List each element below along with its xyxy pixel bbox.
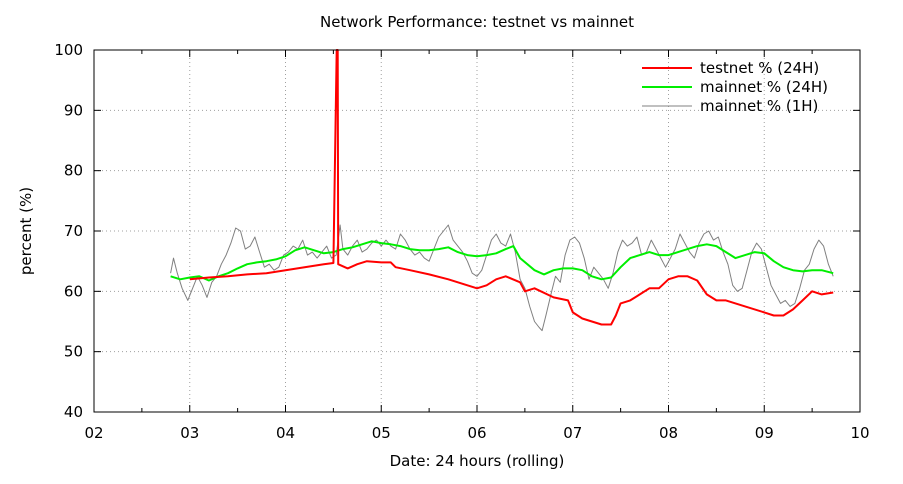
x-axis-label: Date: 24 hours (rolling) [390,452,565,470]
y-tick-label: 80 [64,162,83,180]
y-tick-label: 50 [64,343,83,361]
y-tick-label: 40 [64,403,83,421]
y-tick-label: 90 [64,101,83,119]
legend: testnet % (24H)mainnet % (24H)mainnet % … [642,59,828,115]
legend-label: mainnet % (24H) [700,78,828,96]
plot-frame [93,49,861,413]
series-line-1 [170,240,834,282]
y-tick-label: 70 [64,222,83,240]
series-line-2 [170,224,834,332]
x-tick-label: 09 [755,424,774,442]
y-axis-label: percent (%) [17,187,35,275]
x-tick-label: 10 [850,424,869,442]
x-tick-label: 02 [84,424,103,442]
y-tick-label: 60 [64,282,83,300]
legend-label: mainnet % (1H) [700,97,818,115]
chart-title: Network Performance: testnet vs mainnet [320,13,634,31]
x-tick-label: 03 [180,424,199,442]
y-tick-label: 100 [54,41,83,59]
x-tick-label: 06 [467,424,486,442]
axis-ticks: 40 50 60 70 80 90 100 02 03 04 05 06 07 08 09 10 [54,41,869,442]
x-tick-label: 05 [372,424,391,442]
x-tick-label: 07 [563,424,582,442]
legend-label: testnet % (24H) [700,59,819,77]
grid-lines [94,50,860,412]
x-tick-label: 08 [659,424,678,442]
x-tick-label: 04 [276,424,295,442]
